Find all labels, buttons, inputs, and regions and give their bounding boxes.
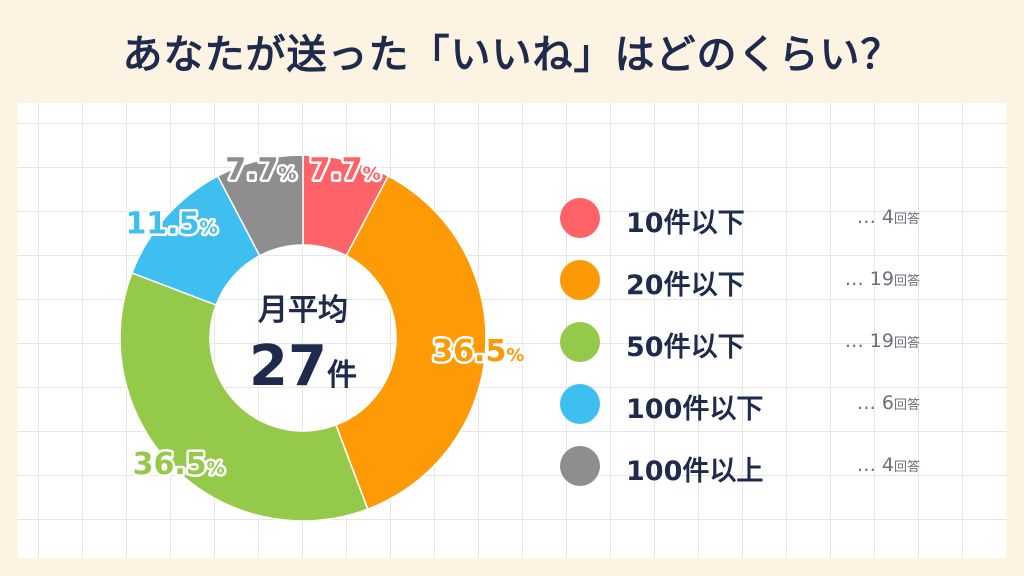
donut-slice bbox=[334, 175, 487, 511]
legend-count-value: 4 bbox=[881, 206, 894, 228]
legend-count-value: 19 bbox=[869, 330, 894, 352]
slice-label-percent: % bbox=[207, 458, 225, 479]
legend-swatch bbox=[560, 260, 600, 300]
legend-count-value: 19 bbox=[869, 268, 894, 290]
legend-count: … 19回答 bbox=[845, 268, 920, 290]
slice-label: 11.5% bbox=[125, 207, 217, 242]
legend-item: 20件以下 … 19回答 bbox=[560, 260, 940, 322]
legend-count-unit: 回答 bbox=[893, 398, 920, 413]
legend-ellipsis: … bbox=[844, 268, 864, 290]
legend-count: … 4回答 bbox=[857, 206, 920, 228]
legend-count: … 4回答 bbox=[857, 454, 920, 476]
legend-item: 10件以下 … 4回答 bbox=[560, 198, 940, 260]
slice-label: 36.5% bbox=[432, 334, 524, 369]
legend-swatch bbox=[560, 198, 600, 238]
center-value: 27 bbox=[249, 334, 327, 399]
slice-label-value: 7.7 bbox=[225, 152, 278, 187]
legend-count-value: 6 bbox=[881, 392, 894, 414]
legend-count-unit: 回答 bbox=[893, 274, 920, 289]
legend-ellipsis: … bbox=[844, 330, 864, 352]
legend-ellipsis: … bbox=[856, 392, 876, 414]
legend-item: 100件以上 … 4回答 bbox=[560, 446, 940, 508]
legend-item: 50件以下 … 19回答 bbox=[560, 322, 940, 384]
legend-count: … 19回答 bbox=[845, 330, 920, 352]
slice-label-percent: % bbox=[199, 218, 217, 239]
center-average: 27件 bbox=[249, 334, 357, 399]
legend-swatch bbox=[560, 322, 600, 362]
legend-count-value: 4 bbox=[881, 454, 894, 476]
legend-count-unit: 回答 bbox=[893, 336, 920, 351]
page-title: あなたが送った「いいね」はどのくらい？ bbox=[122, 32, 902, 78]
slice-label-percent: % bbox=[363, 163, 381, 184]
legend-label: 100件以下 bbox=[626, 394, 764, 425]
legend: 10件以下… 4回答 20件以下… 19回答 50件以下… 19回答 100件以下… … bbox=[560, 198, 940, 508]
legend-swatch bbox=[560, 446, 600, 486]
legend-label: 10件以下 bbox=[626, 208, 745, 239]
slice-label: 36.5% bbox=[133, 447, 225, 482]
legend-item: 100件以下 … 6回答 bbox=[560, 384, 940, 446]
slice-label: 7.7% bbox=[310, 152, 381, 187]
slice-label-value: 36.5 bbox=[133, 447, 207, 482]
legend-count: … 6回答 bbox=[857, 392, 920, 414]
slice-label: 7.7% bbox=[225, 152, 296, 187]
slice-label-value: 11.5 bbox=[125, 207, 199, 242]
legend-swatch bbox=[560, 384, 600, 424]
center-label: 月平均 bbox=[258, 293, 348, 328]
slice-label-percent: % bbox=[278, 163, 296, 184]
legend-label: 50件以下 bbox=[626, 332, 745, 363]
legend-label: 20件以下 bbox=[626, 270, 745, 301]
slice-label-value: 7.7 bbox=[310, 152, 363, 187]
legend-ellipsis: … bbox=[856, 206, 876, 228]
donut-slice bbox=[216, 154, 304, 257]
center-unit: 件 bbox=[327, 358, 357, 393]
legend-count-unit: 回答 bbox=[893, 212, 920, 227]
legend-ellipsis: … bbox=[856, 454, 876, 476]
slice-label-value: 36.5 bbox=[432, 334, 506, 369]
legend-count-unit: 回答 bbox=[893, 460, 920, 475]
legend-label: 100件以上 bbox=[626, 456, 764, 487]
slice-label-percent: % bbox=[506, 345, 524, 366]
donut-slice bbox=[119, 272, 369, 522]
